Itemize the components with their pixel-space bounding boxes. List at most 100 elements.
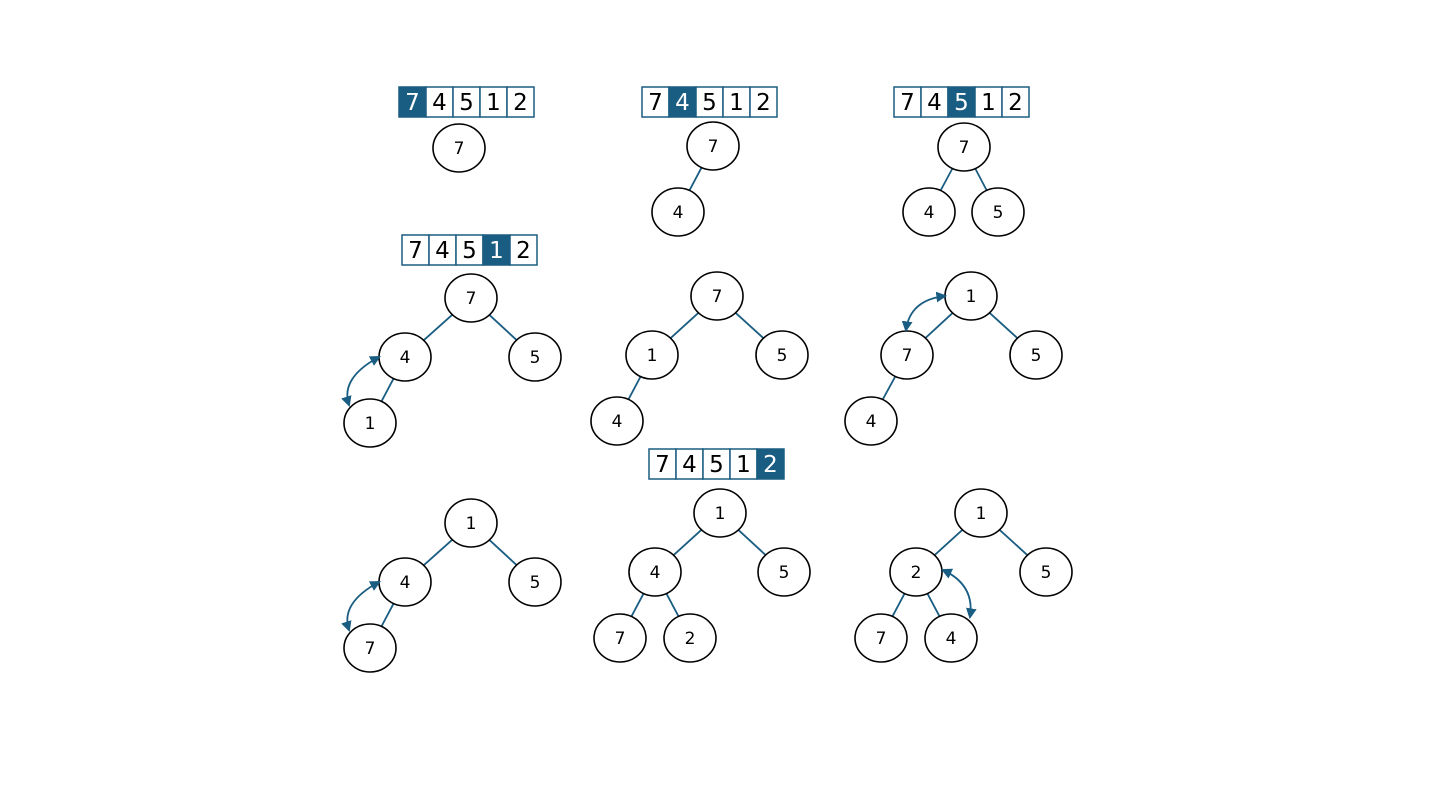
tree-edge [688,167,703,191]
array-cell-highlighted [482,234,511,266]
array-cell-value: 7 [900,90,915,116]
tree-edge [665,593,680,617]
tree-node-circle [757,547,811,597]
heap-step-9: 1 2 5 7 4 [854,488,1073,663]
tree-node-label: 1 [647,346,658,366]
array-cell-value: 2 [763,452,778,478]
tree-edge [734,312,765,339]
tree-node-circle [432,123,486,173]
tree-edge [737,529,767,556]
tree-node-label: 5 [993,203,1004,223]
tree-node: 5 [508,332,562,382]
tree-node: 7 [880,330,934,380]
tree-edge [488,314,518,341]
array-cell [729,448,758,480]
swap-arrow [901,291,948,333]
tree-edge [933,529,964,556]
array-cell [506,86,535,118]
tree-node-label: 2 [911,563,922,583]
tree-edge [988,312,1019,339]
array-cell-value: 5 [462,238,477,264]
heap-step-6: 17 54 [844,271,1063,446]
tree-node-label: 7 [712,287,723,307]
array-cell-value: 2 [1008,90,1023,116]
tree-node-label: 7 [959,138,970,158]
tree-node-circle [937,122,991,172]
tree-node-circle [755,330,809,380]
array-cell-value: 1 [736,452,751,478]
tree-node: 5 [508,557,562,607]
tree-edge [627,376,642,400]
tree-node-label: 7 [365,639,376,659]
tree-node-label: 4 [673,203,684,223]
tree-node: 7 [444,273,498,323]
array-cell-value: 2 [513,90,528,116]
tree-edge [998,529,1029,556]
tree-node-circle [690,271,744,321]
tree-node-circle [902,187,956,237]
tree-node-label: 5 [1031,346,1042,366]
tree-node-label: 7 [466,289,477,309]
array-cell [749,86,778,118]
tree-node-label: 7 [708,137,719,157]
array-cell-value: 4 [675,90,690,116]
tree-node-label: 5 [530,348,541,368]
tree-node-label: 2 [685,629,696,649]
array-cell [401,234,430,266]
array-cell-value: 1 [981,90,996,116]
tree-node: 4 [628,547,682,597]
array-cell-value: 1 [486,90,501,116]
tree-node-circle [444,498,498,548]
array-cell-value: 7 [405,90,420,116]
heap-step-8: 7 4 5 1 214 57 2 [593,448,811,663]
array-cell-value: 5 [709,452,724,478]
tree-node-label: 4 [400,573,411,593]
array-cell-value: 4 [927,90,942,116]
array-cell-highlighted [398,86,427,118]
tree-node-label: 7 [876,629,887,649]
tree-node: 5 [1019,547,1073,597]
array-cell-highlighted [947,86,976,118]
tree-node: 1 [693,488,747,538]
tree-node: 4 [924,613,978,663]
swap-arrow [341,580,381,633]
tree-node-circle [1009,330,1063,380]
array-cell [695,86,724,118]
tree-node-label: 4 [650,563,661,583]
array-cell [893,86,922,118]
tree-node: 7 [690,271,744,321]
tree-node-circle [590,396,644,446]
array-cell-value: 4 [682,452,697,478]
tree-node: 7 [343,623,397,673]
tree-node: 1 [343,398,397,448]
tree-node-circle [686,121,740,171]
array-cell [648,448,677,480]
tree-node: 7 [593,613,647,663]
tree-node-label: 1 [365,414,376,434]
heap-step-2: 7 4 5 1 274 [641,86,778,237]
tree-node-circle [1019,547,1073,597]
tree-node-circle [508,557,562,607]
tree-edge [891,593,906,617]
tree-edge [669,312,700,339]
tree-node-label: 4 [400,348,411,368]
array-cell [1001,86,1030,118]
tree-node-label: 5 [779,563,790,583]
swap-arrow [941,568,977,620]
tree-node-circle [844,396,898,446]
tree-edge [488,539,518,566]
tree-edge [924,312,954,339]
tree-node-label: 5 [530,573,541,593]
tree-node: 4 [651,187,705,237]
array-cell [702,448,731,480]
tree-node: 5 [755,330,809,380]
tree-node-circle [971,187,1025,237]
tree-node-label: 1 [466,514,477,534]
tree-node: 1 [444,498,498,548]
array-cell-value: 5 [702,90,717,116]
array-cell-value: 7 [648,90,663,116]
heap-step-1: 7 4 5 1 27 [398,86,535,173]
tree-node-label: 4 [946,629,957,649]
